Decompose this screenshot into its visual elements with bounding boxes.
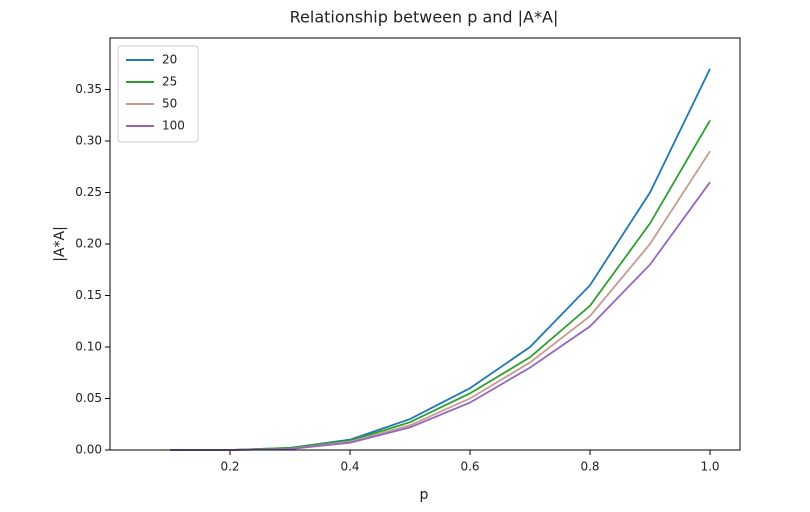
series-line bbox=[170, 68, 711, 451]
y-tick-label: 0.00 bbox=[75, 443, 102, 457]
x-axis-label: p bbox=[420, 487, 429, 503]
legend-label: 25 bbox=[162, 75, 177, 89]
y-axis-label: |A*A| bbox=[52, 226, 68, 262]
y-tick-label: 0.30 bbox=[75, 134, 102, 148]
chart-title: Relationship between p and |A*A| bbox=[290, 8, 559, 27]
x-tick-label: 0.2 bbox=[220, 460, 239, 474]
x-tick-label: 0.6 bbox=[460, 460, 479, 474]
x-tick-label: 0.8 bbox=[580, 460, 599, 474]
y-tick-label: 0.20 bbox=[75, 237, 102, 251]
y-tick-label: 0.10 bbox=[75, 340, 102, 354]
plot-frame bbox=[109, 37, 741, 451]
legend: 20 25 50 100 bbox=[117, 45, 199, 143]
series-line bbox=[170, 181, 711, 451]
x-tick-label: 0.4 bbox=[340, 460, 359, 474]
x-tick-label: 1.0 bbox=[700, 460, 719, 474]
y-tick-label: 0.35 bbox=[75, 82, 102, 96]
y-tick-label: 0.15 bbox=[75, 288, 102, 302]
y-tick-label: 0.05 bbox=[75, 391, 102, 405]
legend-label: 50 bbox=[162, 97, 177, 111]
series-line bbox=[170, 150, 711, 451]
legend-label: 20 bbox=[162, 53, 177, 67]
y-tick-label: 0.25 bbox=[75, 185, 102, 199]
legend-label: 100 bbox=[162, 119, 185, 133]
legend-box bbox=[117, 45, 199, 143]
